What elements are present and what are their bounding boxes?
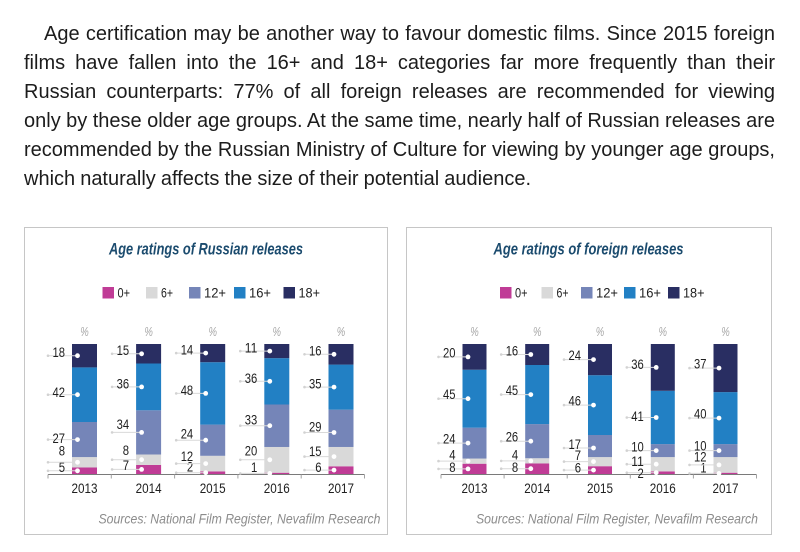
svg-text:7: 7 xyxy=(575,448,581,463)
svg-text:Sources: National Film Registe: Sources: National Film Register, Nevafil… xyxy=(99,511,381,527)
svg-text:18+: 18+ xyxy=(299,286,321,301)
svg-text:35: 35 xyxy=(309,377,322,392)
svg-text:Age ratings of foreign release: Age ratings of foreign releases xyxy=(493,241,684,259)
svg-text:%: % xyxy=(273,324,282,339)
svg-text:15: 15 xyxy=(309,444,322,459)
svg-text:42: 42 xyxy=(53,385,66,400)
svg-text:2014: 2014 xyxy=(136,481,162,496)
svg-text:33: 33 xyxy=(245,413,258,428)
svg-text:2017: 2017 xyxy=(328,481,354,496)
svg-text:29: 29 xyxy=(309,420,322,435)
svg-text:6: 6 xyxy=(575,461,581,476)
svg-text:%: % xyxy=(80,324,89,339)
svg-text:6+: 6+ xyxy=(557,286,569,301)
svg-text:%: % xyxy=(144,324,153,339)
svg-text:41: 41 xyxy=(631,409,644,424)
svg-text:6+: 6+ xyxy=(161,286,173,301)
svg-text:20: 20 xyxy=(245,444,258,459)
svg-text:24: 24 xyxy=(181,427,194,442)
svg-text:%: % xyxy=(721,324,730,339)
svg-text:2013: 2013 xyxy=(72,481,98,496)
svg-text:1: 1 xyxy=(251,460,257,475)
svg-text:14: 14 xyxy=(181,343,194,358)
svg-text:10: 10 xyxy=(694,439,707,454)
svg-text:8: 8 xyxy=(449,460,455,475)
svg-text:2: 2 xyxy=(638,466,644,481)
svg-text:18+: 18+ xyxy=(683,286,705,301)
svg-text:5: 5 xyxy=(59,460,65,475)
svg-text:36: 36 xyxy=(631,357,644,372)
svg-text:12: 12 xyxy=(694,450,707,465)
svg-text:24: 24 xyxy=(443,432,456,447)
svg-text:16: 16 xyxy=(309,344,322,359)
svg-text:15: 15 xyxy=(117,343,130,358)
svg-text:6: 6 xyxy=(315,460,321,475)
svg-text:17: 17 xyxy=(569,437,582,452)
svg-text:18: 18 xyxy=(53,345,66,360)
svg-text:Age ratings of Russian release: Age ratings of Russian releases xyxy=(108,241,303,259)
svg-text:2017: 2017 xyxy=(713,481,739,496)
svg-text:2013: 2013 xyxy=(462,481,488,496)
svg-text:16: 16 xyxy=(506,344,519,359)
svg-text:36: 36 xyxy=(117,377,130,392)
svg-text:%: % xyxy=(659,324,668,339)
svg-text:%: % xyxy=(208,324,217,339)
svg-text:16+: 16+ xyxy=(249,286,271,301)
svg-text:2015: 2015 xyxy=(200,481,226,496)
svg-text:12: 12 xyxy=(181,449,194,464)
svg-text:2016: 2016 xyxy=(264,481,290,496)
svg-text:34: 34 xyxy=(117,417,130,432)
svg-text:%: % xyxy=(470,324,479,339)
svg-text:16+: 16+ xyxy=(639,286,661,301)
svg-text:Sources: National Film Registe: Sources: National Film Register, Nevafil… xyxy=(476,511,758,527)
svg-text:36: 36 xyxy=(245,371,258,386)
svg-text:7: 7 xyxy=(123,458,129,473)
svg-text:1: 1 xyxy=(700,461,706,476)
svg-text:8: 8 xyxy=(512,460,518,475)
svg-text:2014: 2014 xyxy=(524,481,550,496)
svg-text:37: 37 xyxy=(694,357,707,372)
svg-text:40: 40 xyxy=(694,407,707,422)
svg-text:4: 4 xyxy=(512,448,519,463)
svg-text:2016: 2016 xyxy=(650,481,676,496)
svg-text:20: 20 xyxy=(443,346,456,361)
svg-text:27: 27 xyxy=(53,431,66,446)
svg-text:45: 45 xyxy=(443,387,456,402)
svg-text:46: 46 xyxy=(569,394,582,409)
svg-text:%: % xyxy=(533,324,542,339)
svg-text:24: 24 xyxy=(569,348,582,363)
svg-text:11: 11 xyxy=(245,341,258,356)
svg-text:12+: 12+ xyxy=(204,286,226,301)
svg-text:8: 8 xyxy=(59,444,65,459)
svg-text:0+: 0+ xyxy=(118,286,131,301)
svg-text:2: 2 xyxy=(187,460,193,475)
svg-text:0+: 0+ xyxy=(515,286,528,301)
svg-text:%: % xyxy=(337,324,346,339)
svg-text:4: 4 xyxy=(449,448,456,463)
svg-text:12+: 12+ xyxy=(596,286,618,301)
svg-text:%: % xyxy=(596,324,605,339)
svg-text:10: 10 xyxy=(631,440,644,455)
svg-text:45: 45 xyxy=(506,383,519,398)
svg-text:11: 11 xyxy=(631,454,644,469)
svg-text:26: 26 xyxy=(506,430,519,445)
svg-text:8: 8 xyxy=(123,443,129,458)
svg-text:2015: 2015 xyxy=(587,481,613,496)
svg-text:48: 48 xyxy=(181,383,194,398)
